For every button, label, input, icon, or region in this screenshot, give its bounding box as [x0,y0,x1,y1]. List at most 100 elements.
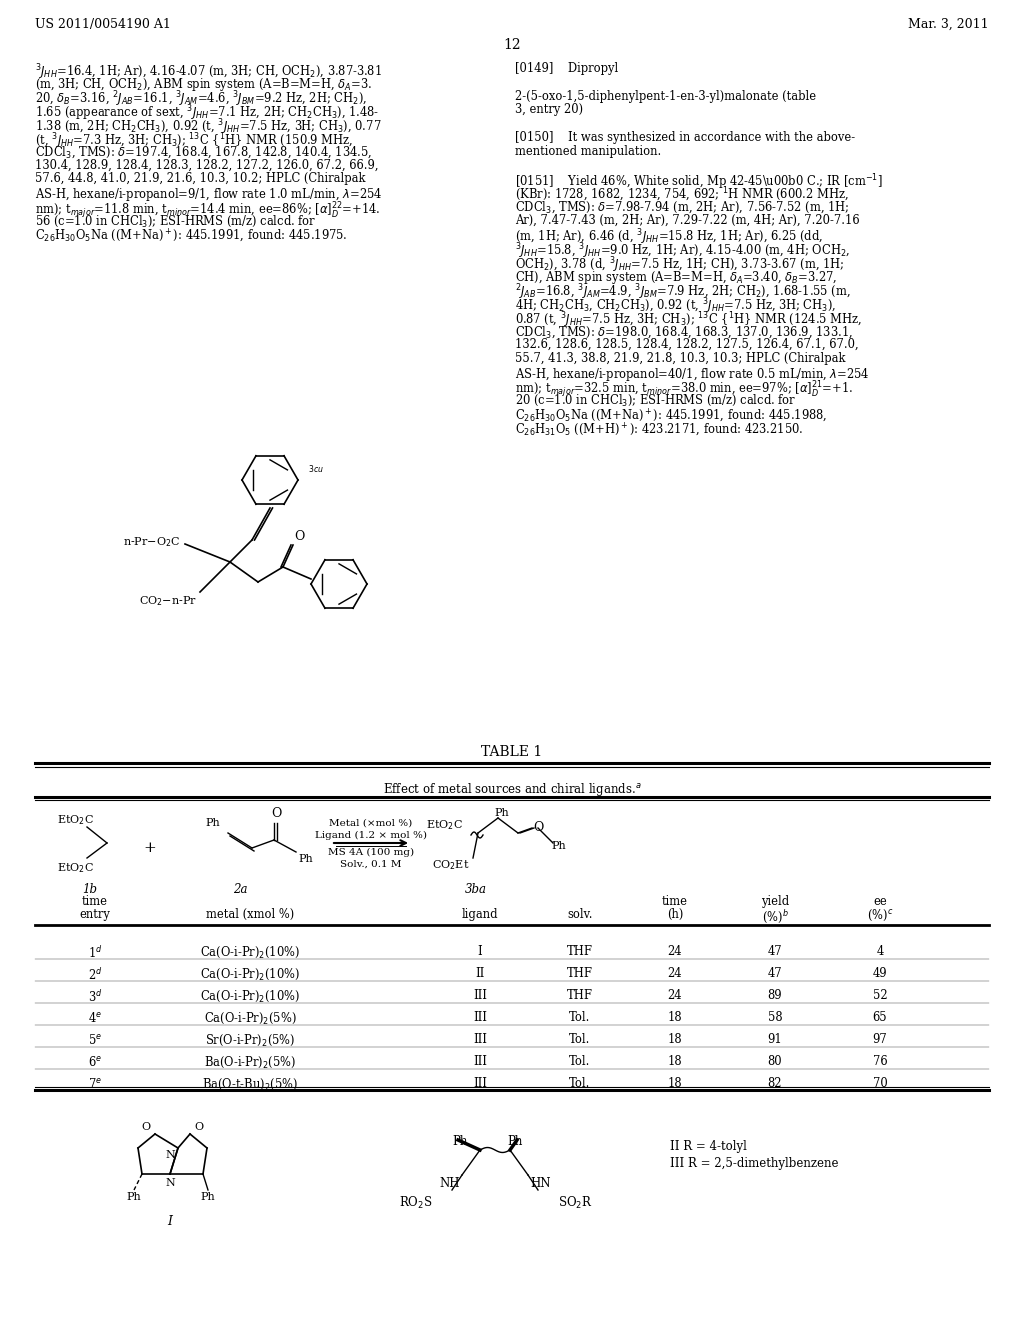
Text: O: O [270,807,282,820]
Text: Ph: Ph [453,1135,468,1148]
Text: O: O [534,821,544,834]
Text: O: O [194,1122,203,1133]
Text: solv.: solv. [567,908,593,921]
Text: (%)$^c$: (%)$^c$ [867,908,893,923]
Text: [0151]    Yield 46%, White solid, Mp 42-45\u00b0 C.; IR [cm$^{-1}$]: [0151] Yield 46%, White solid, Mp 42-45\… [515,173,883,191]
Text: time: time [662,895,688,908]
Text: (%)$^b$: (%)$^b$ [762,908,788,925]
Text: 3, entry 20): 3, entry 20) [515,103,583,116]
Text: 58: 58 [768,1011,782,1024]
Text: 24: 24 [668,945,682,958]
Text: THF: THF [567,945,593,958]
Text: 76: 76 [872,1055,888,1068]
Text: Mar. 3, 2011: Mar. 3, 2011 [908,18,989,30]
Text: Ph: Ph [205,818,220,828]
Text: NH: NH [439,1177,460,1191]
Text: Effect of metal sources and chiral ligands.$^{a}$: Effect of metal sources and chiral ligan… [383,781,641,799]
Text: CDCl$_3$, TMS): $\delta$=198.0, 168.4, 168.3, 137.0, 136.9, 133.1,: CDCl$_3$, TMS): $\delta$=198.0, 168.4, 1… [515,325,853,339]
Text: 56 (c=1.0 in CHCl$_3$); ESI-HRMS (m/z) calcd. for: 56 (c=1.0 in CHCl$_3$); ESI-HRMS (m/z) c… [35,214,316,228]
Text: 47: 47 [768,945,782,958]
Text: Tol.: Tol. [569,1077,591,1090]
Text: II R = 4-tolyl: II R = 4-tolyl [670,1140,746,1152]
Text: 4$^{e}$: 4$^{e}$ [88,1011,102,1026]
Text: Tol.: Tol. [569,1034,591,1045]
Text: 0.87 (t, $^3J_{HH}$=7.5 Hz, 3H; CH$_3$); $^{13}$C {$^1$H} NMR (124.5 MHz,: 0.87 (t, $^3J_{HH}$=7.5 Hz, 3H; CH$_3$);… [515,310,862,330]
Text: Ca(O-i-Pr)$_2$(10%): Ca(O-i-Pr)$_2$(10%) [200,945,300,960]
Text: III: III [473,989,487,1002]
Text: [0150]    It was synthesized in accordance with the above-: [0150] It was synthesized in accordance … [515,131,855,144]
Text: EtO$_2$C: EtO$_2$C [426,818,463,832]
Text: 12: 12 [503,38,521,51]
Text: O: O [294,531,304,543]
Text: MS 4A (100 mg): MS 4A (100 mg) [328,847,414,857]
Text: EtO$_2$C: EtO$_2$C [57,813,94,826]
Text: (h): (h) [667,908,683,921]
Text: 55.7, 41.3, 38.8, 21.9, 21.8, 10.3, 10.3; HPLC (Chiralpak: 55.7, 41.3, 38.8, 21.9, 21.8, 10.3, 10.3… [515,352,846,364]
Text: 1.38 (m, 2H; CH$_2$CH$_3$), 0.92 (t, $^3J_{HH}$=7.5 Hz, 3H; CH$_3$), 0.77: 1.38 (m, 2H; CH$_2$CH$_3$), 0.92 (t, $^3… [35,117,382,137]
Text: Ph: Ph [298,854,312,865]
Text: 49: 49 [872,968,888,979]
Text: 24: 24 [668,989,682,1002]
Text: TABLE 1: TABLE 1 [481,744,543,759]
Text: ee: ee [873,895,887,908]
Text: (t, $^3J_{HH}$=7.3 Hz, 3H; CH$_3$); $^{13}$C {$^1$H} NMR (150.9 MHz,: (t, $^3J_{HH}$=7.3 Hz, 3H; CH$_3$); $^{1… [35,131,353,150]
Text: nm); t$_{major}$=32.5 min, t$_{minor}$=38.0 min, ee=97%; [$\alpha$]$^{21}_D$=+1.: nm); t$_{major}$=32.5 min, t$_{minor}$=3… [515,379,853,400]
Text: $^{3cu}$: $^{3cu}$ [308,465,324,475]
Text: Ca(O-i-Pr)$_2$(5%): Ca(O-i-Pr)$_2$(5%) [204,1011,296,1026]
Text: N: N [165,1177,175,1188]
Text: 7$^{e}$: 7$^{e}$ [88,1077,102,1092]
Text: Ba(O-t-Bu)$_2$(5%): Ba(O-t-Bu)$_2$(5%) [202,1077,298,1092]
Text: yield: yield [761,895,790,908]
Text: CDCl$_3$, TMS): $\delta$=7.98-7.94 (m, 2H; Ar), 7.56-7.52 (m, 1H;: CDCl$_3$, TMS): $\delta$=7.98-7.94 (m, 2… [515,201,850,215]
Text: 132.6, 128.6, 128.5, 128.4, 128.2, 127.5, 126.4, 67.1, 67.0,: 132.6, 128.6, 128.5, 128.4, 128.2, 127.5… [515,338,859,351]
Text: C$_{26}$H$_{30}$O$_5$Na ((M+Na)$^+$): 445.1991, found: 445.1975.: C$_{26}$H$_{30}$O$_5$Na ((M+Na)$^+$): 44… [35,227,347,244]
Text: 3ba: 3ba [465,883,487,896]
Text: 18: 18 [668,1077,682,1090]
Text: [0149]    Dipropyl: [0149] Dipropyl [515,62,618,75]
Text: metal (xmol %): metal (xmol %) [206,908,294,921]
Text: Ar), 7.47-7.43 (m, 2H; Ar), 7.29-7.22 (m, 4H; Ar), 7.20-7.16: Ar), 7.47-7.43 (m, 2H; Ar), 7.29-7.22 (m… [515,214,859,227]
Text: III: III [473,1034,487,1045]
Text: 2-(5-oxo-1,5-diphenylpent-1-en-3-yl)malonate (table: 2-(5-oxo-1,5-diphenylpent-1-en-3-yl)malo… [515,90,816,103]
Text: $^2J_{AB}$=16.8, $^3J_{AM}$=4.9, $^3J_{BM}$=7.9 Hz, 2H; CH$_2$), 1.68-1.55 (m,: $^2J_{AB}$=16.8, $^3J_{AM}$=4.9, $^3J_{B… [515,282,851,302]
Text: Ph: Ph [494,808,509,818]
Text: Ca(O-i-Pr)$_2$(10%): Ca(O-i-Pr)$_2$(10%) [200,989,300,1005]
Text: n-Pr$-$O$_2$C: n-Pr$-$O$_2$C [123,535,180,549]
Text: 6$^{e}$: 6$^{e}$ [88,1055,102,1069]
Text: Ca(O-i-Pr)$_2$(10%): Ca(O-i-Pr)$_2$(10%) [200,968,300,982]
Text: I: I [477,945,482,958]
Text: Ph: Ph [201,1192,215,1203]
Text: 80: 80 [768,1055,782,1068]
Text: 1b: 1b [83,883,97,896]
Text: SO$_2$R: SO$_2$R [558,1195,593,1212]
Text: 2a: 2a [232,883,247,896]
Text: THF: THF [567,968,593,979]
Text: III: III [473,1055,487,1068]
Text: 1.65 (appearance of sext, $^3J_{HH}$=7.1 Hz, 2H; CH$_2$CH$_3$), 1.48-: 1.65 (appearance of sext, $^3J_{HH}$=7.1… [35,103,379,123]
Text: EtO$_2$C: EtO$_2$C [57,861,94,875]
Text: THF: THF [567,989,593,1002]
Text: (m, 1H; Ar), 6.46 (d, $^3J_{HH}$=15.8 Hz, 1H; Ar), 6.25 (dd,: (m, 1H; Ar), 6.46 (d, $^3J_{HH}$=15.8 Hz… [515,227,823,247]
Text: 18: 18 [668,1055,682,1068]
Text: 20, $\delta_B$=3.16, $^2J_{AB}$=16.1, $^3J_{AM}$=4.6, $^3J_{BM}$=9.2 Hz, 2H; CH$: 20, $\delta_B$=3.16, $^2J_{AB}$=16.1, $^… [35,90,368,110]
Text: Sr(O-i-Pr)$_2$(5%): Sr(O-i-Pr)$_2$(5%) [205,1034,295,1048]
Text: 97: 97 [872,1034,888,1045]
Text: ligand: ligand [462,908,499,921]
Text: 82: 82 [768,1077,782,1090]
Text: Ph: Ph [127,1192,141,1203]
Text: 3$^{d}$: 3$^{d}$ [88,989,102,1005]
Text: III: III [473,1077,487,1090]
Text: Metal (×mol %): Metal (×mol %) [330,818,413,828]
Text: 2$^{d}$: 2$^{d}$ [88,968,102,983]
Text: Ph: Ph [551,841,565,851]
Text: (KBr): 1728, 1682, 1234, 754, 692; $^1$H NMR (600.2 MHz,: (KBr): 1728, 1682, 1234, 754, 692; $^1$H… [515,186,849,205]
Text: time: time [82,895,108,908]
Text: O: O [142,1122,151,1133]
Text: Solv., 0.1 M: Solv., 0.1 M [340,861,401,869]
Text: +: + [143,841,157,855]
Text: 91: 91 [768,1034,782,1045]
Text: 4H; CH$_2$CH$_3$, CH$_2$CH$_3$), 0.92 (t, $^3J_{HH}$=7.5 Hz, 3H; CH$_3$),: 4H; CH$_2$CH$_3$, CH$_2$CH$_3$), 0.92 (t… [515,297,837,317]
Text: 20 (c=1.0 in CHCl$_3$); ESI-HRMS (m/z) calcd. for: 20 (c=1.0 in CHCl$_3$); ESI-HRMS (m/z) c… [515,393,797,408]
Text: 24: 24 [668,968,682,979]
Text: Tol.: Tol. [569,1011,591,1024]
